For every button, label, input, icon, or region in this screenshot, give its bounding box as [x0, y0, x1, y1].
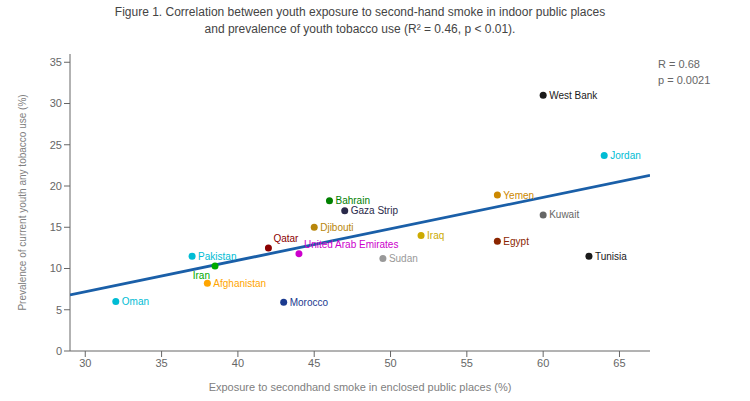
svg-text:Jordan: Jordan — [610, 150, 641, 161]
svg-text:45: 45 — [308, 357, 320, 369]
html-text:R = 0.68: R = 0.68 — [658, 58, 700, 70]
html-text:Figure 1. Correlation between: Figure 1. Correlation between youth expo… — [114, 5, 606, 19]
svg-text:Afghanistan: Afghanistan — [213, 278, 266, 289]
svg-text:Exposure to secondhand smoke i: Exposure to secondhand smoke in enclosed… — [209, 381, 512, 393]
svg-text:Morocco: Morocco — [290, 297, 329, 308]
svg-text:40: 40 — [232, 357, 244, 369]
html-text:and prevalence of youth tobacc: and prevalence of youth tobacco use (R² … — [204, 22, 516, 36]
svg-text:Djibouti: Djibouti — [320, 222, 353, 233]
svg-text:Iran: Iran — [193, 270, 210, 281]
svg-text:60: 60 — [537, 357, 549, 369]
svg-text:Yemen: Yemen — [503, 190, 534, 201]
svg-text:Prevalence of current youth an: Prevalence of current youth any tobacco … — [17, 94, 28, 310]
svg-text:10: 10 — [50, 262, 62, 274]
svg-text:35: 35 — [155, 357, 167, 369]
svg-text:Tunisia: Tunisia — [595, 251, 627, 262]
svg-text:65: 65 — [613, 357, 625, 369]
svg-text:30: 30 — [50, 97, 62, 109]
svg-text:Sudan: Sudan — [389, 253, 418, 264]
svg-text:50: 50 — [384, 357, 396, 369]
svg-text:Kuwait: Kuwait — [549, 209, 579, 220]
svg-text:Bahrain: Bahrain — [335, 195, 370, 207]
svg-text:55: 55 — [461, 357, 473, 369]
svg-text:25: 25 — [50, 139, 62, 151]
svg-text:20: 20 — [50, 180, 62, 192]
svg-text:15: 15 — [50, 221, 62, 233]
svg-text:Egypt: Egypt — [503, 236, 529, 247]
svg-text:0: 0 — [56, 345, 62, 357]
svg-text:Oman: Oman — [122, 296, 149, 307]
svg-text:5: 5 — [56, 304, 62, 316]
html-text:p = 0.0021: p = 0.0021 — [658, 74, 711, 86]
svg-text:West Bank: West Bank — [549, 90, 598, 101]
svg-text:Pakistan: Pakistan — [198, 251, 236, 262]
svg-text:30: 30 — [79, 357, 91, 369]
svg-text:35: 35 — [50, 56, 62, 68]
svg-text:Iraq: Iraq — [427, 230, 444, 241]
svg-text:Gaza Strip: Gaza Strip — [351, 205, 399, 216]
svg-text:Qatar: Qatar — [273, 233, 299, 244]
svg-text:United Arab Emirates: United Arab Emirates — [304, 239, 399, 250]
